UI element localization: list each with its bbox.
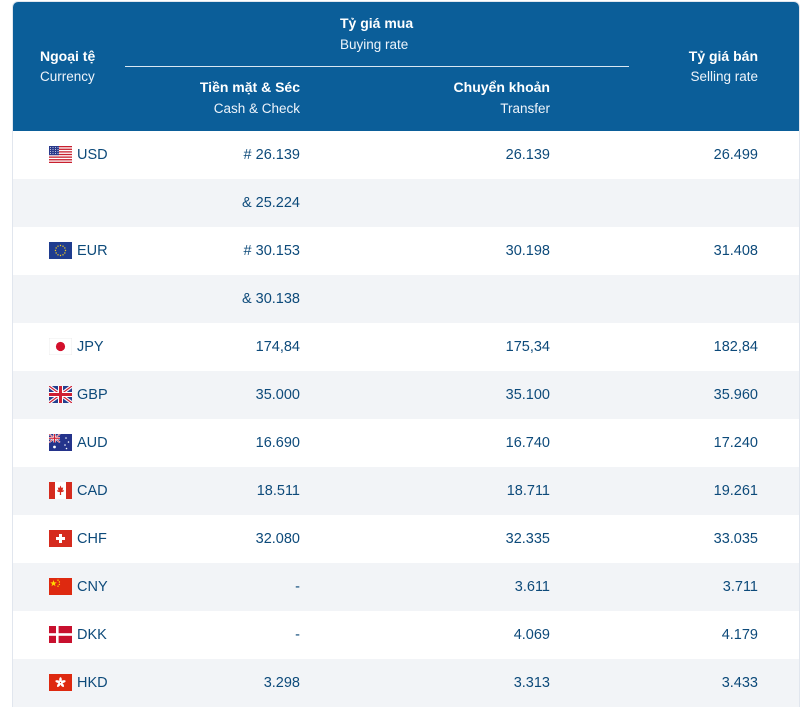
header-cash-vi: Tiền mặt & Séc (199, 79, 300, 95)
au-flag-icon (48, 433, 72, 451)
header-currency-vi: Ngoại tệ (40, 48, 96, 64)
currency-code: GBP (77, 387, 108, 403)
table-row: & 25.224 (13, 179, 799, 227)
cash-rate: 18.511 (256, 483, 300, 499)
table-row: JPY 174,84 175,34 182,84 (13, 323, 799, 371)
cash-rate: 174,84 (255, 339, 300, 355)
transfer-rate: 26.139 (505, 147, 550, 163)
transfer-rate: 175,34 (505, 339, 550, 355)
exchange-rate-table: Ngoại tệ Currency Tỷ giá mua Buying rate… (12, 1, 800, 707)
table-body: USD # 26.139 26.139 26.499 & 25.224 EUR # 30.1… (13, 131, 799, 707)
currency-code: HKD (77, 675, 108, 691)
ca-flag-icon (49, 482, 72, 499)
currency-code: CAD (77, 483, 108, 499)
header-selling-en: Selling rate (690, 69, 758, 84)
ch-flag-icon (49, 530, 72, 547)
header-transfer-vi: Chuyển khoản (453, 79, 550, 95)
cash-rate: 16.690 (255, 435, 300, 451)
jp-flag-icon (48, 337, 73, 356)
cash-rate: & 25.224 (241, 195, 300, 211)
table-row: AUD 16.690 16.740 17.240 (13, 419, 799, 467)
transfer-rate: 16.740 (505, 435, 550, 451)
cn-flag-icon (49, 578, 72, 595)
header-buying-en: Buying rate (340, 37, 409, 52)
header-cash-en: Cash & Check (213, 101, 300, 116)
selling-rate: 26.499 (713, 147, 758, 163)
header-buying-vi: Tỷ giá mua (340, 15, 414, 31)
table-row: DKK - 4.069 4.179 (13, 611, 799, 659)
cash-rate: # 30.153 (243, 243, 300, 259)
table-row: HKD 3.298 3.313 3.433 (13, 659, 799, 707)
table-row: GBP 35.000 35.100 35.960 (13, 371, 799, 419)
transfer-rate: 35.100 (505, 387, 550, 403)
table-row: EUR # 30.153 30.198 31.408 (13, 227, 799, 275)
selling-rate: 3.711 (722, 579, 758, 595)
selling-rate: 17.240 (713, 435, 758, 451)
cash-rate: 32.080 (255, 531, 300, 547)
cash-rate: 3.298 (263, 675, 300, 691)
cash-rate: 35.000 (255, 387, 300, 403)
selling-rate: 182,84 (713, 339, 758, 355)
table-row: & 30.138 (13, 275, 799, 323)
table-header: Ngoại tệ Currency Tỷ giá mua Buying rate… (13, 2, 799, 131)
transfer-rate: 30.198 (505, 243, 550, 259)
selling-rate: 3.433 (721, 675, 758, 691)
eu-flag-icon (49, 242, 72, 259)
cash-rate: # 26.139 (243, 147, 300, 163)
currency-code: JPY (77, 339, 104, 355)
transfer-rate: 3.611 (514, 579, 550, 595)
currency-code: CHF (77, 531, 107, 547)
cash-rate: - (295, 627, 300, 643)
transfer-rate: 18.711 (506, 483, 550, 499)
selling-rate: 31.408 (713, 243, 758, 259)
gb-flag-icon (47, 384, 74, 405)
selling-rate: 35.960 (713, 387, 758, 403)
currency-code: USD (77, 147, 108, 163)
header-transfer-en: Transfer (500, 101, 550, 116)
cash-rate: & 30.138 (241, 291, 300, 307)
transfer-rate: 3.313 (513, 675, 550, 691)
dk-flag-icon (49, 626, 72, 643)
currency-code: AUD (77, 435, 108, 451)
table-row: CHF 32.080 32.335 33.035 (13, 515, 799, 563)
currency-code: EUR (77, 243, 108, 259)
hk-flag-icon (49, 674, 72, 691)
table-row: USD # 26.139 26.139 26.499 (13, 131, 799, 179)
table-row: CAD 18.511 18.711 19.261 (13, 467, 799, 515)
currency-code: DKK (77, 627, 107, 643)
cash-rate: - (295, 579, 300, 595)
header-currency-en: Currency (40, 69, 95, 84)
header-divider (125, 66, 629, 67)
transfer-rate: 32.335 (505, 531, 550, 547)
selling-rate: 4.179 (721, 627, 758, 643)
selling-rate: 33.035 (713, 531, 758, 547)
currency-code: CNY (77, 579, 108, 595)
us-flag-icon (49, 146, 72, 164)
table-row: CNY - 3.611 3.711 (13, 563, 799, 611)
header-selling-vi: Tỷ giá bán (688, 48, 758, 64)
transfer-rate: 4.069 (513, 627, 550, 643)
selling-rate: 19.261 (713, 483, 758, 499)
